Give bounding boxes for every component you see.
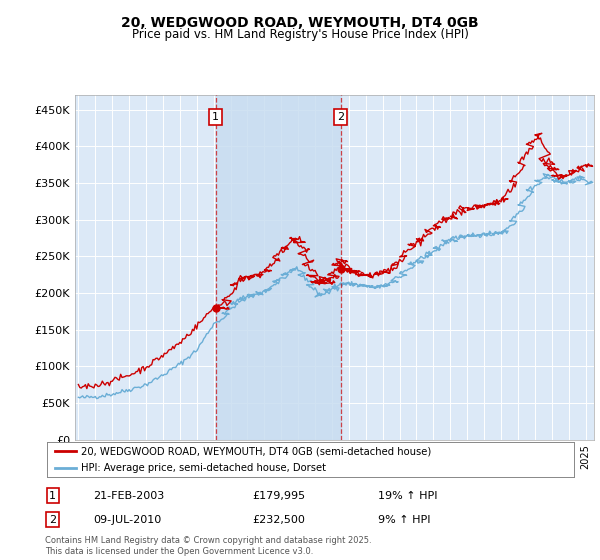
Text: 20, WEDGWOOD ROAD, WEYMOUTH, DT4 0GB (semi-detached house): 20, WEDGWOOD ROAD, WEYMOUTH, DT4 0GB (se… (81, 446, 431, 456)
Text: 2: 2 (49, 515, 56, 525)
Text: 2: 2 (337, 112, 344, 122)
Text: 20, WEDGWOOD ROAD, WEYMOUTH, DT4 0GB: 20, WEDGWOOD ROAD, WEYMOUTH, DT4 0GB (121, 16, 479, 30)
Text: 1: 1 (212, 112, 219, 122)
Text: 9% ↑ HPI: 9% ↑ HPI (378, 515, 431, 525)
Text: 21-FEB-2003: 21-FEB-2003 (93, 491, 164, 501)
Text: 09-JUL-2010: 09-JUL-2010 (93, 515, 161, 525)
Bar (215, 95, 341, 440)
Text: Contains HM Land Registry data © Crown copyright and database right 2025.
This d: Contains HM Land Registry data © Crown c… (45, 536, 371, 556)
Text: HPI: Average price, semi-detached house, Dorset: HPI: Average price, semi-detached house,… (81, 463, 326, 473)
Text: 1: 1 (49, 491, 56, 501)
Text: £179,995: £179,995 (252, 491, 305, 501)
Text: 19% ↑ HPI: 19% ↑ HPI (378, 491, 437, 501)
Text: Price paid vs. HM Land Registry's House Price Index (HPI): Price paid vs. HM Land Registry's House … (131, 28, 469, 41)
Text: £232,500: £232,500 (252, 515, 305, 525)
